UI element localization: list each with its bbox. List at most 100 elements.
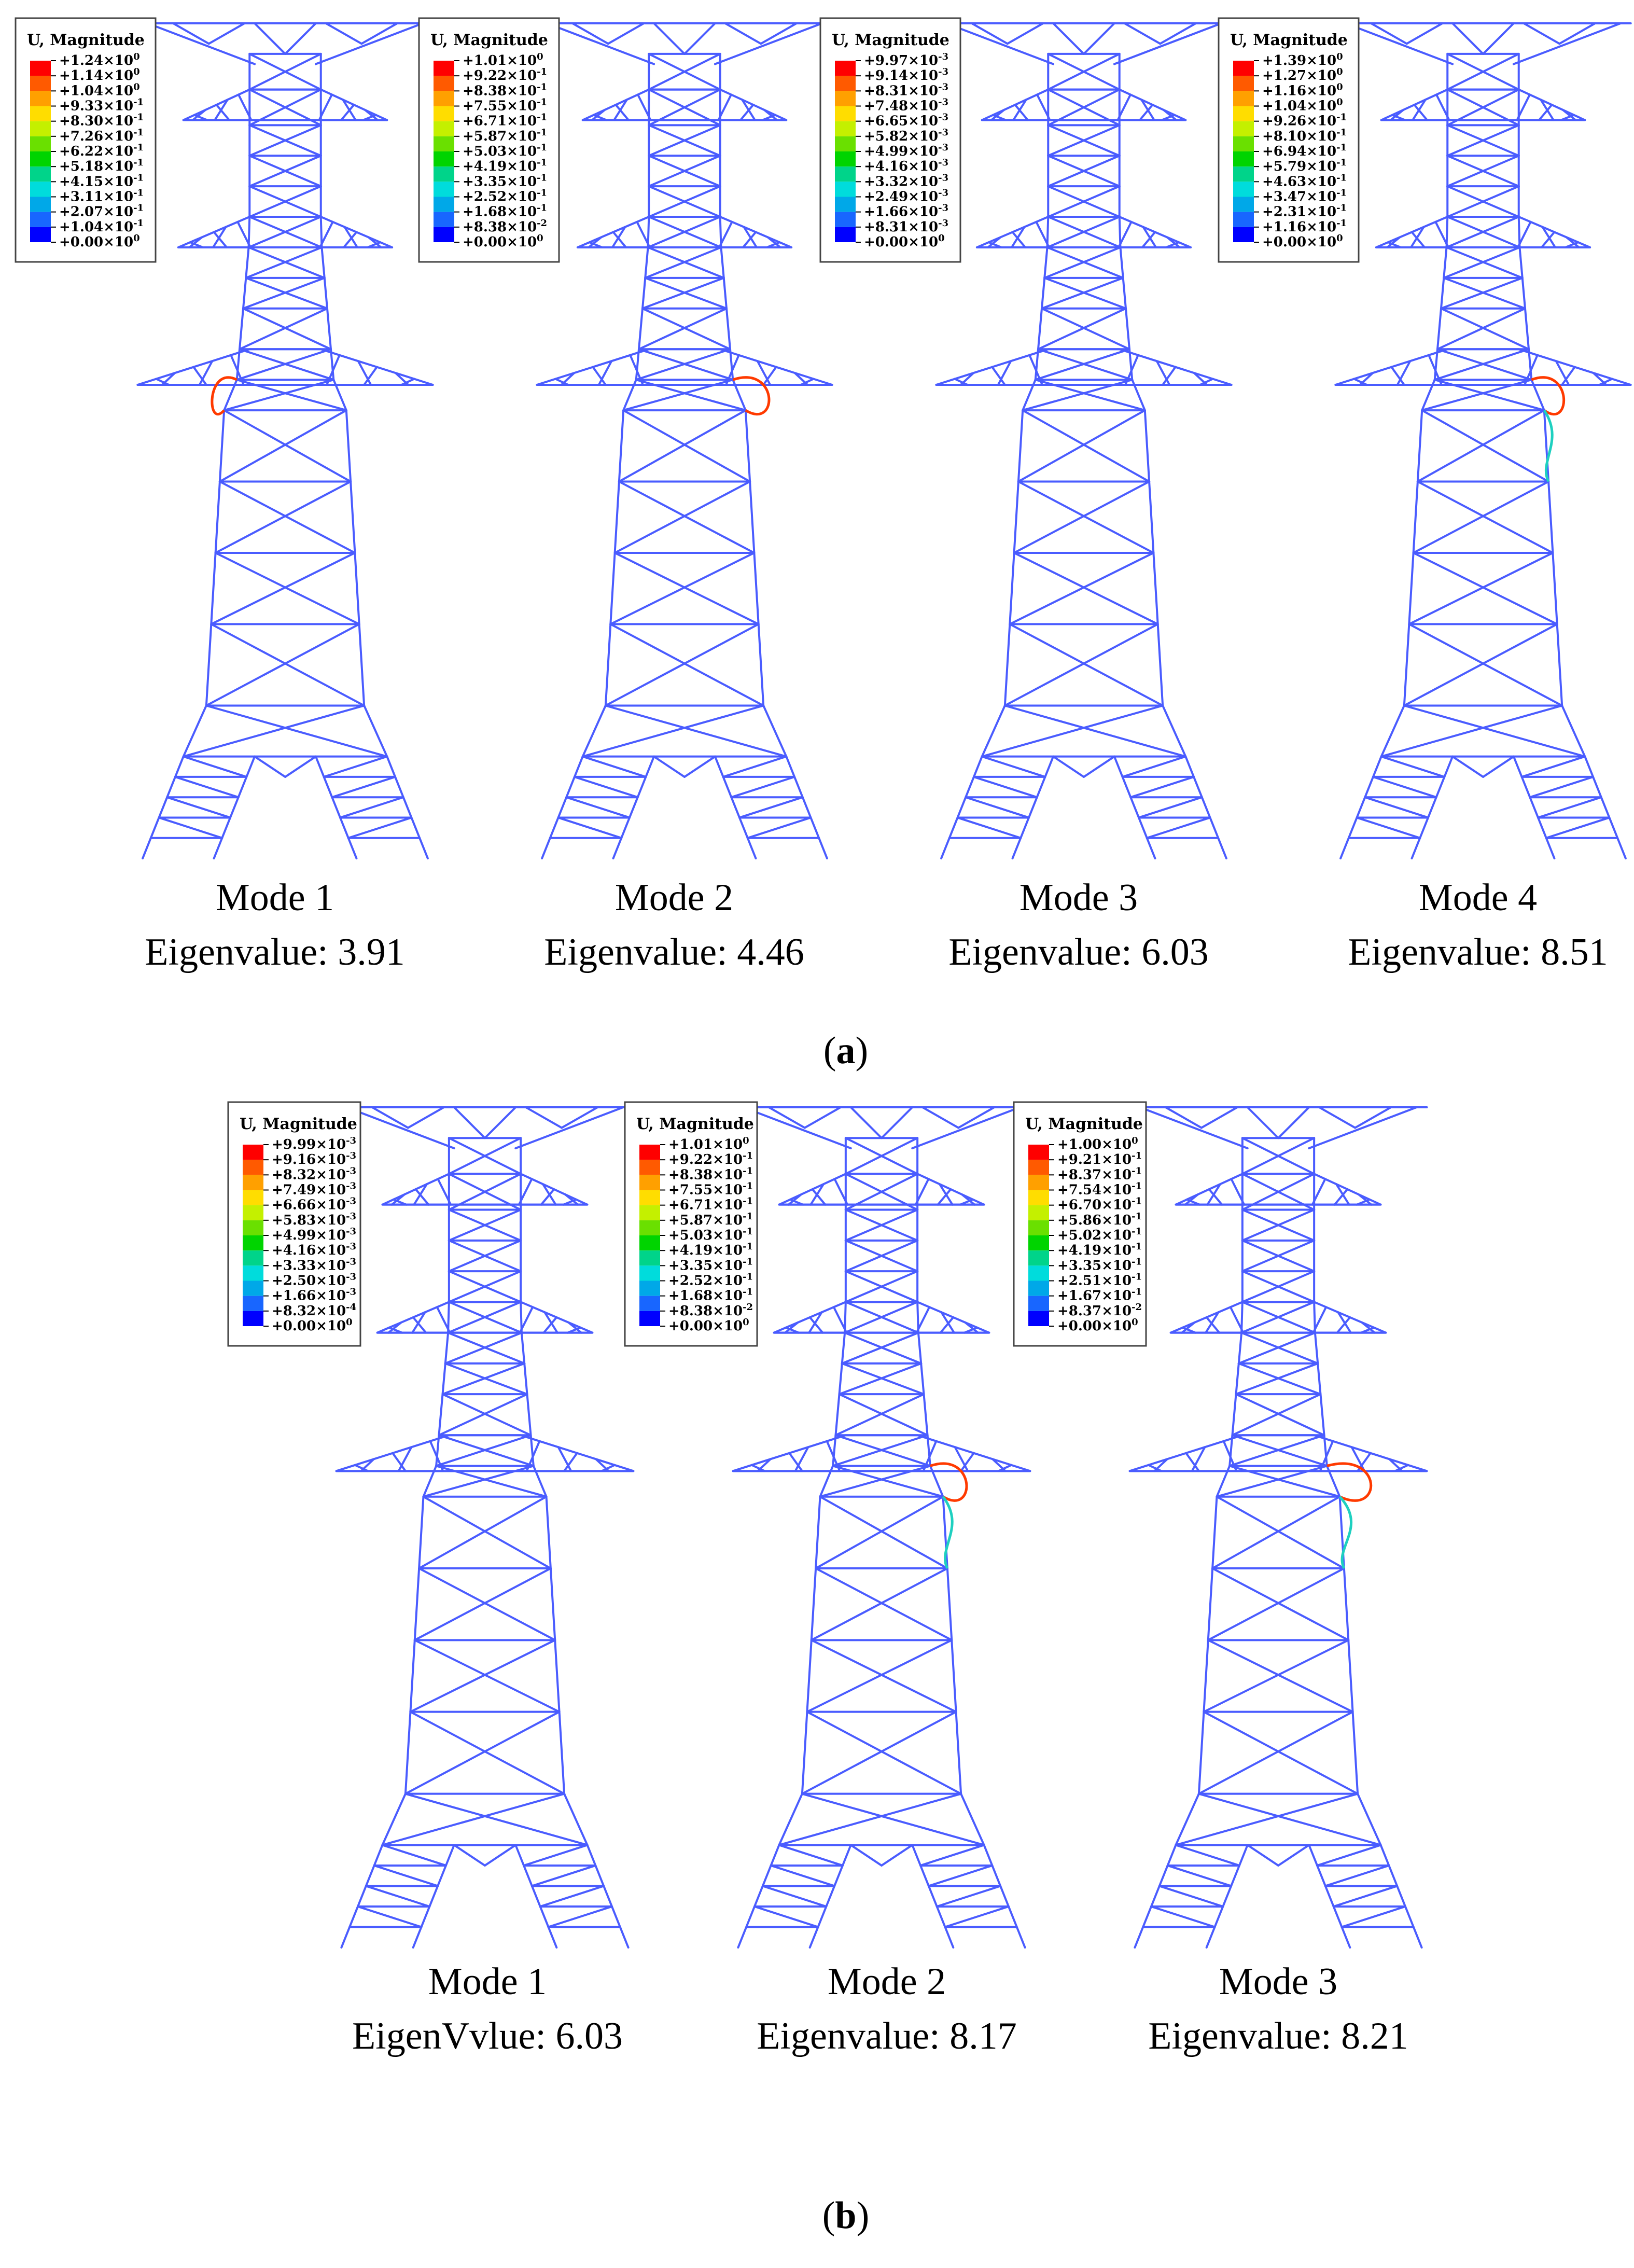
- legend-value: +9.22×10-1: [463, 66, 547, 84]
- legend-value: +2.07×10-1: [59, 203, 144, 220]
- legend-color-band: [639, 1160, 660, 1175]
- panel-b-mode-1: U, Magnitude+9.99×10-3+9.16×10-3+8.32×10…: [227, 1101, 635, 2057]
- legend-color-band: [1028, 1205, 1049, 1220]
- legend-value: +2.51×10-1: [1057, 1272, 1142, 1289]
- legend-value: +1.04×10-1: [59, 218, 144, 235]
- legend-color-band: [30, 136, 51, 151]
- legend-color-band: [434, 227, 454, 242]
- legend-value: +3.33×10-3: [272, 1256, 356, 1273]
- panel-a-mode-4: U, Magnitude+1.39×100+1.27×100+1.16×100+…: [1218, 17, 1632, 973]
- panel-a: U, Magnitude+1.24×100+1.14×100+1.04×100+…: [15, 17, 1632, 973]
- legend-value: +8.38×10-2: [463, 218, 547, 235]
- legend-color-band: [835, 136, 856, 151]
- legend-value: +5.86×10-1: [1057, 1211, 1142, 1228]
- legend-color-band: [835, 91, 856, 106]
- legend-color-band: [434, 106, 454, 121]
- legend-color-band: [1028, 1160, 1049, 1175]
- panel-b-mode-1-legend: U, Magnitude+9.99×10-3+9.16×10-3+8.32×10…: [227, 1101, 361, 1347]
- legend-color-band: [639, 1296, 660, 1311]
- legend-value: +4.19×10-1: [463, 157, 547, 174]
- legend-value: +1.16×10-1: [1262, 218, 1347, 235]
- legend-color-band: [639, 1145, 660, 1160]
- legend-color-band: [1028, 1190, 1049, 1205]
- legend-value: +1.67×10-1: [1057, 1287, 1142, 1304]
- panel-a-mode-2-label: Mode 2: [615, 876, 733, 919]
- panel-a-mode-3-eigenvalue: Eigenvalue: 6.03: [948, 931, 1208, 973]
- legend-value: +2.31×10-1: [1262, 203, 1347, 220]
- legend-color-band: [243, 1281, 263, 1296]
- legend-color-band: [835, 212, 856, 227]
- legend-color-band: [639, 1250, 660, 1266]
- panel-a-mode-2-eigenvalue: Eigenvalue: 4.46: [544, 931, 804, 973]
- legend-value: +9.97×10-3: [864, 51, 948, 68]
- panel-b-mode-2-legend: U, Magnitude+1.01×100+9.22×10-1+8.38×10-…: [624, 1101, 758, 1347]
- legend-value: +1.27×100: [1262, 66, 1343, 84]
- legend-color-band: [30, 197, 51, 212]
- legend-value: +9.99×10-3: [272, 1135, 356, 1152]
- legend-value: +9.21×10-1: [1057, 1150, 1142, 1167]
- legend-color-band: [1233, 76, 1254, 91]
- legend-color-band: [1233, 121, 1254, 136]
- lattice-tower: [732, 1106, 1031, 1949]
- panel-a-mode-3-label: Mode 3: [1019, 876, 1138, 919]
- legend-color-band: [30, 76, 51, 91]
- panel-a-mode-3: U, Magnitude+9.97×10-3+9.14×10-3+8.31×10…: [819, 17, 1233, 973]
- legend-color-band: [1028, 1296, 1049, 1311]
- legend-color-band: [1233, 61, 1254, 76]
- legend-value: +6.71×10-1: [463, 112, 547, 129]
- legend-value: +9.33×10-1: [59, 97, 144, 114]
- legend-color-band: [835, 227, 856, 242]
- legend-value: +4.99×10-3: [272, 1226, 356, 1243]
- panel-a-mode-4-eigenvalue: Eigenvalue: 8.51: [1348, 931, 1608, 973]
- legend-value: +2.52×10-1: [463, 188, 547, 205]
- legend-value: +3.35×10-1: [668, 1256, 753, 1273]
- legend-value: +6.22×10-1: [59, 142, 144, 159]
- legend-value: +0.00×100: [1262, 233, 1343, 250]
- legend-value: +1.68×10-1: [668, 1287, 753, 1304]
- legend-color-band: [1233, 106, 1254, 121]
- legend-color-band: [1028, 1250, 1049, 1266]
- legend-color-band: [1028, 1175, 1049, 1190]
- legend-color-band: [243, 1235, 263, 1251]
- legend-title: U, Magnitude: [430, 31, 548, 49]
- buckled-member: [1543, 409, 1554, 482]
- legend-value: +5.87×10-1: [463, 127, 547, 144]
- buckled-member: [1531, 376, 1566, 416]
- legend-value: +0.00×100: [272, 1317, 353, 1334]
- legend-value: +1.04×100: [59, 81, 140, 99]
- legend-value: +6.66×10-3: [272, 1196, 356, 1213]
- legend-value: +2.50×10-3: [272, 1272, 356, 1289]
- legend-color-band: [434, 136, 454, 151]
- legend-value: +0.00×100: [1057, 1317, 1138, 1334]
- legend-title: U, Magnitude: [636, 1115, 754, 1133]
- panel-b-mode-2: U, Magnitude+1.01×100+9.22×10-1+8.38×10-…: [624, 1101, 1031, 2057]
- legend-value: +3.11×10-1: [59, 188, 144, 205]
- legend-value: +8.31×10-3: [864, 218, 948, 235]
- lattice-tower: [935, 22, 1233, 859]
- legend-color-band: [1028, 1235, 1049, 1251]
- panel-b-mode-1-label: Mode 1: [428, 1960, 547, 2003]
- legend-value: +3.47×10-1: [1262, 188, 1347, 205]
- legend-value: +8.32×10-3: [272, 1165, 356, 1182]
- panel-b-label: (b): [822, 2194, 869, 2237]
- legend-value: +8.38×10-1: [668, 1165, 753, 1182]
- panel-b-mode-3: U, Magnitude+1.00×100+9.21×10-1+8.37×10-…: [1013, 1101, 1428, 2057]
- panel-a-label: (a): [823, 1029, 868, 1072]
- panel-b: U, Magnitude+9.99×10-3+9.16×10-3+8.32×10…: [227, 1101, 1428, 2057]
- legend-color-band: [243, 1265, 263, 1281]
- legend-color-band: [1233, 151, 1254, 167]
- legend-color-band: [1028, 1281, 1049, 1296]
- legend-color-band: [639, 1311, 660, 1326]
- legend-color-band: [434, 121, 454, 136]
- legend-title: U, Magnitude: [1025, 1115, 1143, 1133]
- legend-color-band: [243, 1205, 263, 1220]
- legend-title: U, Magnitude: [1230, 31, 1348, 49]
- legend-value: +0.00×100: [59, 233, 140, 250]
- buckled-member: [732, 376, 771, 415]
- legend-color-band: [639, 1281, 660, 1296]
- legend-value: +1.66×10-3: [272, 1287, 356, 1304]
- legend-color-band: [1233, 197, 1254, 212]
- legend-color-band: [639, 1235, 660, 1251]
- panel-a-mode-1: U, Magnitude+1.24×100+1.14×100+1.04×100+…: [15, 17, 434, 973]
- legend-value: +8.32×10-4: [272, 1302, 356, 1319]
